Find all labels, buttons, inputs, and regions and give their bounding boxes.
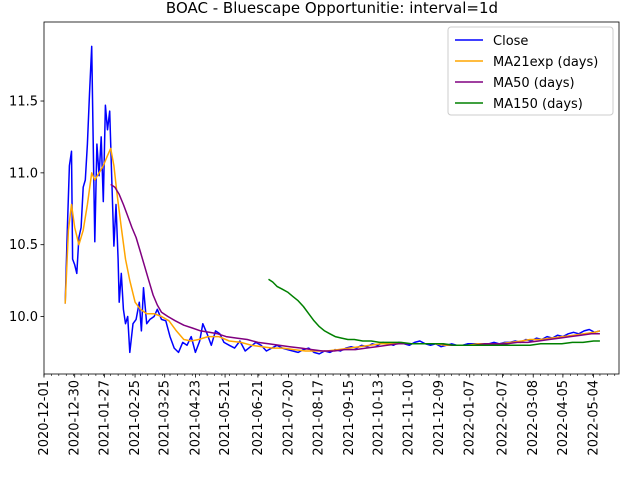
- x-tick-label: 2021-12-09: [432, 380, 447, 456]
- legend-label-3: MA50 (days): [493, 76, 575, 91]
- series-line-3: [110, 183, 600, 352]
- x-tick-label: 2022-03-08: [526, 380, 541, 456]
- legend-label-2: MA21exp (days): [493, 55, 598, 70]
- y-tick-label: 11.5: [9, 95, 38, 110]
- x-tick-label: 2021-07-20: [282, 380, 297, 456]
- x-tick-label: 2021-11-10: [401, 380, 416, 456]
- x-tick-label: 2021-06-21: [251, 380, 266, 456]
- plot-area: [64, 45, 601, 355]
- x-tick-label: 2022-02-07: [496, 380, 511, 456]
- legend-box: [447, 26, 614, 116]
- x-tick-label: 2021-05-21: [218, 380, 233, 456]
- legend: Close MA21exp (days) MA50 (days) MA150 (day…: [447, 26, 614, 116]
- legend-label-4: MA150 (days): [493, 97, 583, 112]
- axes: 10.0 10.5 11.0 11.5 2020-12-01 2020-12-30 2021…: [9, 21, 620, 456]
- x-tick-label: 2021-01-27: [97, 380, 112, 456]
- x-tick-label: 2022-04-05: [556, 380, 571, 456]
- y-tick-label: 11.0: [9, 166, 38, 181]
- legend-label-1: Close: [493, 34, 528, 49]
- axes-frame: [43, 21, 620, 375]
- x-tick-label: 2021-02-25: [128, 380, 143, 456]
- series-group: [64, 45, 601, 355]
- x-tick-label: 2020-12-30: [68, 380, 83, 456]
- x-tick-label: 2021-09-15: [342, 380, 357, 456]
- x-tick-label: 2021-04-23: [188, 380, 203, 456]
- y-tick-label: 10.5: [9, 238, 38, 253]
- x-tick-label: 2022-05-04: [587, 380, 602, 456]
- series-line-2: [64, 147, 601, 352]
- y-tick-label: 10.0: [9, 310, 38, 325]
- chart-title: BOAC - Bluescape Opportunitie: interval=…: [166, 0, 498, 17]
- x-tick-label: 2021-10-13: [372, 380, 387, 456]
- x-tick-label: 2022-01-07: [463, 380, 478, 456]
- series-line-4: [268, 278, 600, 347]
- x-tick-label: 2020-12-01: [37, 380, 52, 456]
- x-tick-label: 2021-08-17: [311, 380, 326, 456]
- x-tick-label: 2021-03-25: [158, 380, 173, 456]
